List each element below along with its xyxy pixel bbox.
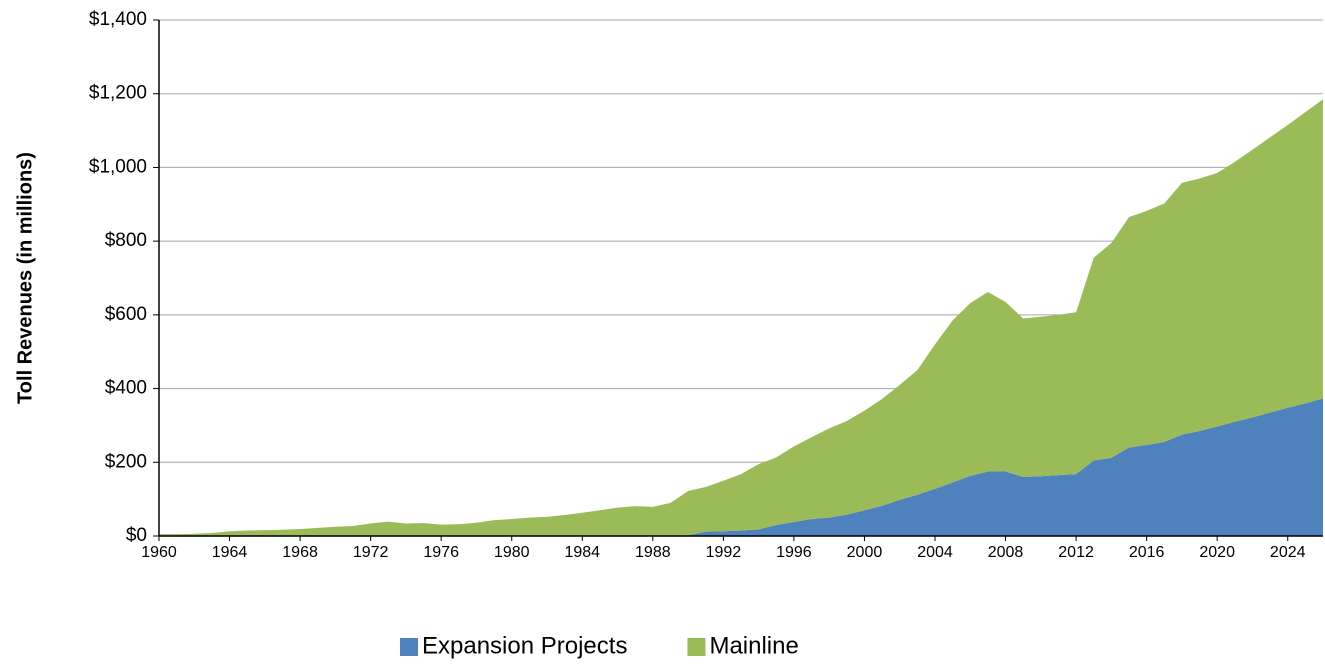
x-tick-label: 1976 — [423, 544, 459, 561]
y-axis-label: Toll Revenues (in millions) — [14, 152, 36, 404]
y-tick-label: $0 — [126, 525, 147, 546]
area — [159, 398, 1323, 536]
x-tick-label: 1960 — [141, 544, 177, 561]
y-tick-label: $1,200 — [89, 83, 147, 104]
x-tick-label: 2004 — [917, 544, 953, 561]
y-tick-label: $1,000 — [89, 156, 147, 177]
x-tick-label: 2024 — [1270, 544, 1306, 561]
legend-label: Mainline — [709, 632, 798, 659]
x-tick-label: 1984 — [564, 544, 600, 561]
y-tick-label: $200 — [105, 451, 147, 472]
x-tick-label: 2012 — [1058, 544, 1094, 561]
y-tick-label: $1,400 — [89, 9, 147, 30]
legend-label: Expansion Projects — [422, 632, 627, 659]
x-tick-label: 2020 — [1199, 544, 1235, 561]
x-tick-label: 2008 — [988, 544, 1024, 561]
area — [159, 99, 1323, 536]
x-tick-label: 1988 — [635, 544, 671, 561]
x-tick-label: 1968 — [282, 544, 318, 561]
x-tick-label: 1996 — [776, 544, 812, 561]
legend-swatch — [687, 638, 706, 656]
x-tick-label: 1992 — [706, 544, 742, 561]
x-tick-label: 2016 — [1129, 544, 1165, 561]
x-tick-label: 1964 — [212, 544, 248, 561]
x-tick-label: 2000 — [847, 544, 883, 561]
y-tick-label: $800 — [105, 230, 147, 251]
y-tick-label: $400 — [105, 378, 147, 399]
x-tick-label: 1980 — [494, 544, 530, 561]
y-tick-label: $600 — [105, 304, 147, 325]
x-tick-label: 1972 — [353, 544, 389, 561]
legend-swatch — [400, 638, 418, 656]
